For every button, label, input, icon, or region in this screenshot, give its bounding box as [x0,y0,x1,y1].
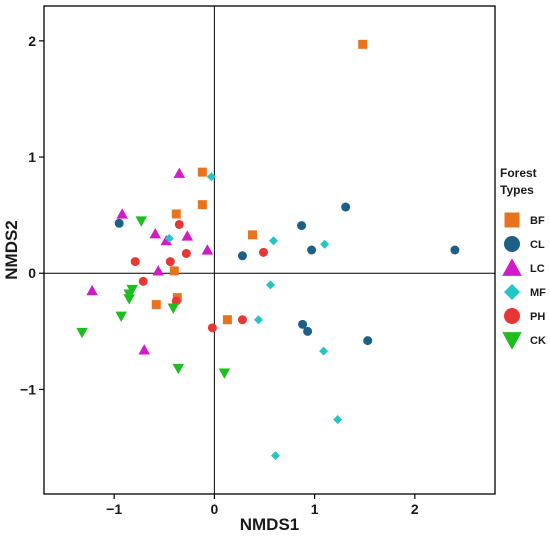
x-tick-label: 1 [311,501,319,517]
legend-label-ck: CK [530,335,546,347]
point-lc [173,167,186,178]
point-mf [271,451,281,461]
reference-lines [44,6,495,494]
point-ph [171,296,181,306]
legend-item-bf: BF [504,212,545,228]
point-bf [197,167,207,177]
legend-title-line-1: Forest [500,166,537,180]
legend-label-bf: BF [530,215,545,227]
series-lc [86,167,214,355]
x-tick-label: −1 [106,501,122,517]
point-bf [197,200,207,210]
point-ck [115,311,127,322]
point-mf [164,233,174,243]
point-ck [218,368,231,379]
legend-items: BF CL LC MF PH CK [502,212,546,350]
point-cl [307,245,317,255]
point-lc [138,344,150,355]
legend-marker-mf [504,284,520,300]
point-cl [297,221,307,231]
point-cl [303,326,313,336]
y-tick-label: 2 [28,33,36,49]
series-ck [76,216,231,379]
point-ck [135,216,147,227]
y-axis-title: NMDS2 [2,220,21,280]
y-tick-label: −1 [20,381,36,397]
legend-marker-bf [504,212,520,228]
point-mf [333,415,343,425]
point-ph [207,323,217,333]
legend-marker-cl [504,236,520,252]
point-bf [222,315,232,325]
legend-marker-ph [504,308,520,324]
legend-label-lc: LC [530,263,545,275]
point-bf [358,39,368,49]
point-mf [253,315,263,325]
point-bf [171,209,181,219]
point-cl [363,336,373,346]
x-axis-ticks: −1 0 1 2 [106,494,419,517]
legend-item-cl: CL [504,236,545,252]
legend-item-lc: LC [502,258,545,276]
point-cl [450,245,460,255]
legend-marker-ck [502,332,522,350]
data-points [76,39,460,461]
point-bf [151,300,161,310]
point-ck [167,303,180,314]
legend-label-mf: MF [530,287,546,299]
point-mf [320,239,330,249]
point-mf [269,236,279,246]
point-ph [174,219,184,229]
point-lc [181,230,194,241]
point-ck [172,363,185,375]
point-bf [247,230,257,240]
series-ph [130,219,268,333]
plot-frame [43,5,496,495]
y-tick-label: 1 [28,149,36,165]
point-bf [169,266,179,276]
x-tick-label: 2 [411,501,419,517]
point-ph [138,276,148,286]
point-mf [206,172,216,182]
y-axis-ticks: −1 0 1 2 [20,33,44,397]
point-cl [341,202,351,212]
series-mf [164,172,343,461]
point-lc [86,284,98,296]
point-lc [201,244,214,255]
point-ck [76,327,88,339]
legend-item-mf: MF [504,284,546,300]
point-lc [152,265,165,276]
x-axis-title: NMDS1 [240,515,300,534]
point-ck [123,294,135,305]
legend-item-ck: CK [502,332,546,350]
point-cl [114,218,124,228]
point-lc [116,208,128,219]
point-ph [181,248,191,258]
point-cl [237,251,247,261]
point-ph [165,257,175,267]
legend-item-ph: PH [504,308,545,324]
legend: Forest Types BF CL LC MF PH CK [500,166,546,350]
point-mf [266,280,276,290]
legend-marker-lc [502,258,522,276]
x-tick-label: 0 [210,501,218,517]
point-mf [319,346,329,356]
legend-label-cl: CL [530,239,545,251]
point-ph [258,247,268,257]
legend-label-ph: PH [530,311,545,323]
point-cl [298,319,308,329]
point-ph [237,315,247,325]
point-lc [149,227,161,239]
point-ph [130,257,140,267]
legend-title-line-2: Types [500,183,534,197]
y-tick-label: 0 [28,265,36,281]
series-cl [114,202,460,346]
